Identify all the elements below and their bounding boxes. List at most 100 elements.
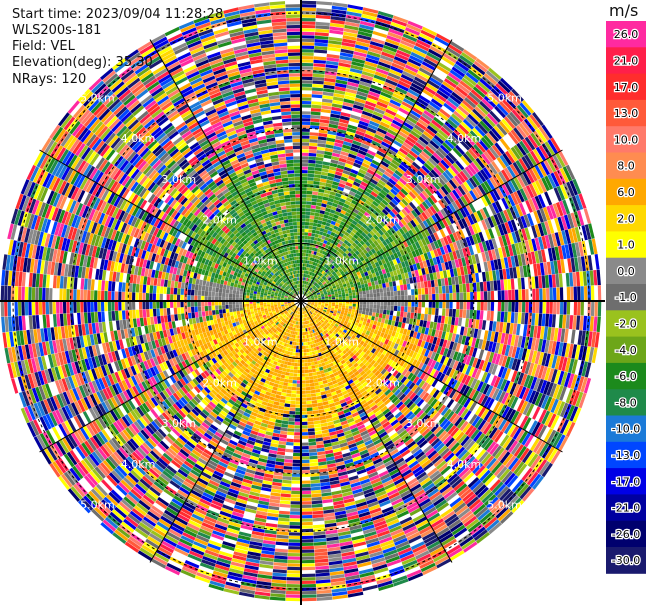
velocity-bin — [596, 269, 601, 286]
velocity-bin — [339, 245, 345, 250]
velocity-bin — [439, 301, 443, 309]
velocity-bin — [305, 376, 310, 380]
velocity-bin — [310, 118, 320, 123]
velocity-bin — [346, 156, 356, 163]
velocity-bin — [441, 285, 446, 294]
velocity-bin — [353, 225, 360, 232]
velocity-bin — [313, 177, 321, 182]
velocity-bin — [314, 39, 329, 44]
velocity-bin — [385, 193, 394, 201]
velocity-bin — [411, 106, 423, 116]
velocity-bin — [301, 135, 310, 139]
velocity-bin — [317, 260, 322, 264]
velocity-bin — [437, 315, 442, 323]
velocity-bin — [409, 178, 418, 186]
velocity-bin — [413, 124, 425, 134]
velocity-bin — [335, 167, 344, 173]
velocity-bin — [421, 294, 426, 301]
velocity-bin — [356, 37, 371, 44]
velocity-bin — [357, 30, 373, 38]
velocity-bin — [302, 273, 304, 277]
velocity-bin — [317, 256, 321, 260]
velocity-bin — [301, 187, 307, 191]
velocity-bin — [415, 275, 421, 283]
velocity-bin — [511, 289, 515, 301]
velocity-bin — [313, 258, 317, 263]
velocity-bin — [301, 45, 315, 49]
velocity-bin — [326, 137, 336, 143]
velocity-bin — [434, 92, 447, 103]
velocity-bin — [363, 64, 377, 71]
velocity-bin — [392, 185, 401, 193]
velocity-bin — [380, 292, 384, 297]
velocity-bin — [413, 103, 425, 113]
velocity-bin — [446, 398, 455, 409]
velocity-bin — [455, 284, 460, 293]
velocity-bin — [310, 208, 316, 213]
velocity-bin — [452, 309, 456, 318]
velocity-bin — [288, 539, 301, 543]
velocity-bin — [551, 314, 556, 328]
velocity-bin — [314, 423, 321, 428]
velocity-bin — [301, 118, 311, 122]
velocity-bin — [469, 309, 474, 319]
velocity-bin — [307, 365, 312, 370]
velocity-bin — [306, 249, 309, 254]
velocity-bin — [405, 183, 414, 191]
velocity-bin — [510, 312, 515, 324]
velocity-bin — [339, 115, 350, 121]
velocity-bin — [420, 64, 434, 74]
velocity-bin — [310, 288, 313, 292]
velocity-bin — [328, 194, 335, 200]
velocity-bin — [406, 61, 420, 70]
velocity-bin — [423, 85, 437, 96]
velocity-bin — [313, 541, 327, 546]
velocity-bin — [313, 240, 317, 245]
velocity-bin — [340, 176, 348, 182]
velocity-bin — [345, 18, 361, 24]
velocity-bin — [399, 127, 410, 136]
velocity-bin — [327, 134, 336, 139]
velocity-bin — [308, 264, 311, 268]
velocity-bin — [301, 566, 316, 571]
velocity-bin — [301, 149, 309, 153]
velocity-bin — [399, 316, 404, 323]
velocity-bin — [307, 290, 310, 294]
velocity-bin — [435, 149, 445, 160]
velocity-bin — [389, 286, 394, 292]
velocity-bin — [322, 161, 331, 166]
velocity-bin — [386, 203, 394, 211]
velocity-bin — [310, 261, 314, 265]
velocity-bin — [379, 201, 387, 209]
velocity-bin — [362, 178, 370, 185]
velocity-bin — [351, 220, 358, 226]
velocity-bin — [435, 64, 450, 75]
velocity-bin — [301, 166, 308, 170]
velocity-bin — [449, 293, 453, 301]
velocity-bin — [317, 192, 324, 197]
velocity-bin — [310, 239, 314, 244]
velocity-bin — [559, 301, 564, 315]
velocity-bin — [289, 515, 301, 519]
velocity-bin — [310, 386, 315, 390]
velocity-bin — [287, 553, 301, 557]
velocity-bin — [353, 162, 362, 169]
velocity-bin — [308, 372, 313, 377]
velocity-bin — [338, 294, 342, 297]
velocity-bin — [318, 216, 324, 221]
velocity-bin — [464, 274, 470, 284]
velocity-bin — [345, 254, 350, 260]
velocity-bin — [466, 283, 470, 293]
velocity-bin — [312, 254, 316, 259]
velocity-bin — [309, 146, 318, 150]
velocity-bin — [418, 136, 429, 146]
velocity-bin — [324, 74, 337, 80]
velocity-bin — [307, 236, 312, 240]
velocity-bin — [347, 4, 364, 11]
velocity-bin — [360, 181, 369, 188]
velocity-bin — [301, 163, 309, 167]
velocity-bin — [348, 205, 355, 212]
velocity-bin — [304, 274, 307, 278]
velocity-bin — [290, 508, 301, 512]
velocity-bin — [291, 490, 301, 495]
